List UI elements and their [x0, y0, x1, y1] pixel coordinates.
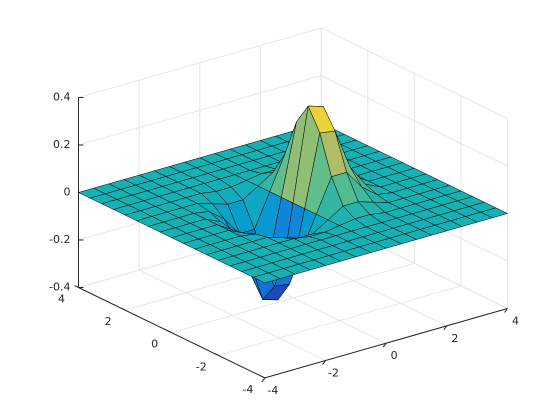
tick-mark: [443, 325, 448, 331]
z-tick-label: 0: [63, 186, 70, 199]
x-tick-label: 0: [391, 349, 398, 362]
tick-mark: [382, 342, 387, 348]
y-tick-label: 0: [151, 338, 158, 351]
tick-mark: [74, 285, 79, 288]
z-tick-label: 0.2: [53, 138, 71, 151]
surface-patch: [252, 272, 281, 284]
tick-mark: [504, 308, 508, 313]
z-tick-label: 0.4: [53, 91, 71, 104]
x-tick-label: -2: [328, 367, 339, 380]
z-tick-label: -0.2: [49, 233, 70, 246]
tick-mark: [120, 307, 126, 311]
x-tick-label: -4: [267, 384, 278, 397]
tick-mark: [260, 375, 266, 379]
grid-line: [320, 75, 508, 167]
tick-mark: [322, 360, 326, 365]
tick-mark: [167, 330, 172, 334]
y-tick-label: 2: [105, 315, 112, 328]
y-tick-label: 4: [58, 293, 65, 306]
x-tick-label: 4: [512, 314, 519, 327]
z-tick-label: -0.4: [49, 281, 70, 294]
grid-line: [218, 285, 462, 356]
grid-line: [320, 27, 508, 119]
y-tick-label: -2: [196, 360, 207, 373]
grid-line: [78, 27, 322, 98]
grid-line: [171, 262, 415, 334]
tick-mark: [261, 377, 266, 383]
grid-line: [78, 75, 322, 146]
x-tick-label: 2: [451, 332, 458, 345]
tick-mark: [214, 352, 219, 356]
y-tick-label: -4: [242, 383, 253, 396]
